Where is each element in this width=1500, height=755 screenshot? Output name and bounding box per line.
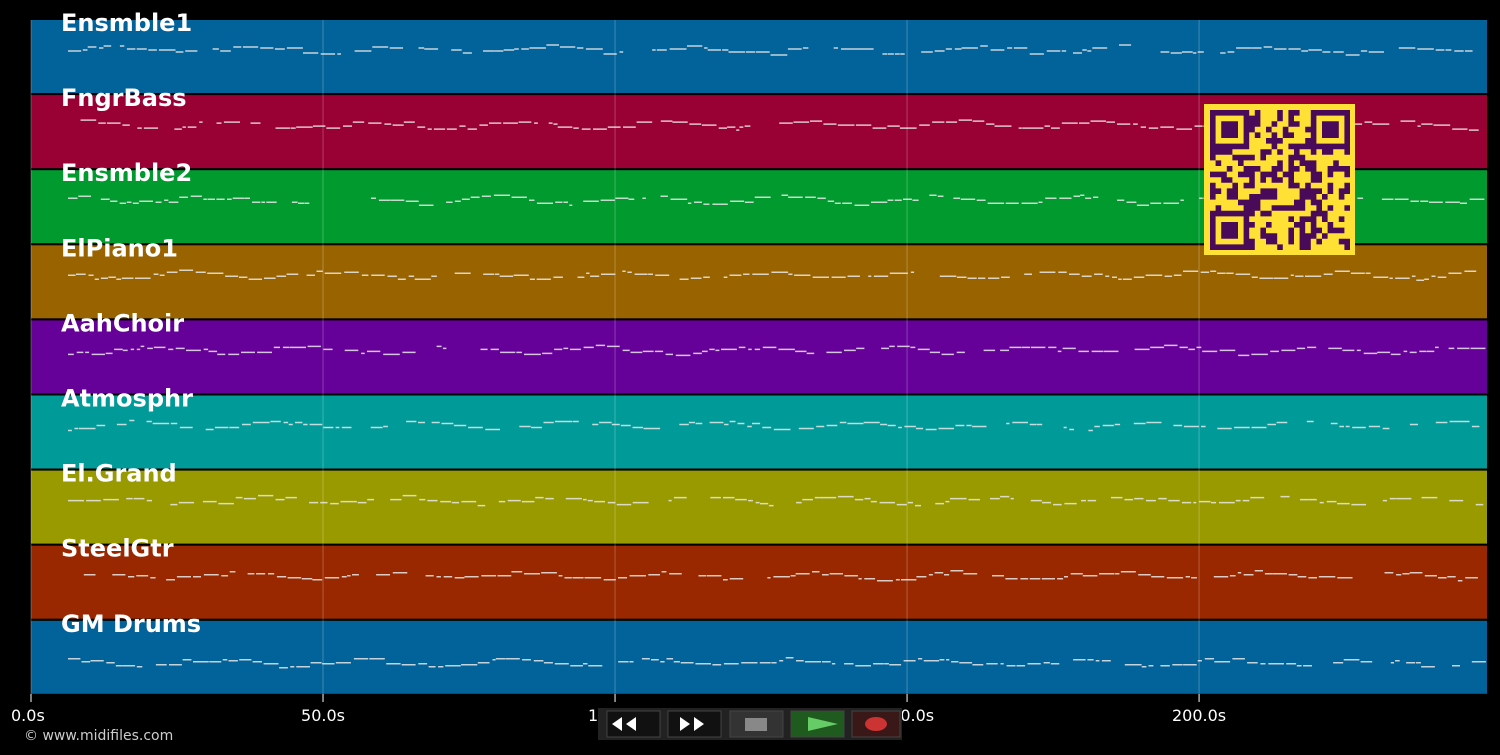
notes: [68, 657, 1486, 669]
tick-label: 50.0s: [301, 706, 345, 725]
forward-button[interactable]: [667, 710, 722, 738]
qr-modules: [1210, 110, 1350, 250]
qr-code: [1204, 104, 1355, 255]
track-name: Ensmble2: [61, 159, 192, 187]
stop-icon: [745, 718, 767, 731]
track-band: [31, 545, 1487, 619]
notes: [68, 344, 1486, 357]
forward-icon: [680, 717, 704, 731]
footer: © www.midifiles.com: [24, 728, 173, 744]
notes: [83, 569, 1478, 582]
play-button[interactable]: [790, 710, 845, 738]
notes: [68, 44, 1473, 56]
grid: [30, 20, 1200, 694]
tick-label: 0.0s: [11, 706, 45, 725]
play-icon: [808, 717, 838, 731]
track-band: [31, 395, 1487, 469]
track-name: Atmosphr: [61, 385, 193, 413]
track-name: SteelGtr: [61, 535, 174, 563]
track-name: AahChoir: [61, 309, 184, 337]
notes: [68, 494, 1484, 507]
track-name: ElPiano1: [61, 234, 178, 262]
tick-label: 200.0s: [1172, 706, 1226, 725]
track-band: [31, 245, 1487, 319]
stop-button[interactable]: [729, 710, 784, 738]
track-band: [31, 470, 1487, 544]
track-name: El.Grand: [61, 460, 177, 488]
notes: [68, 269, 1477, 282]
record-icon: [865, 717, 887, 731]
button-bg: [851, 710, 901, 738]
track-band: [31, 20, 1487, 93]
rewind-button[interactable]: [606, 710, 661, 738]
notes: [68, 419, 1480, 432]
track-name: Ensmble1: [61, 9, 192, 37]
transport: [598, 708, 902, 740]
record-button[interactable]: [851, 710, 901, 738]
track-band: [31, 620, 1487, 694]
track-band: [31, 320, 1487, 394]
track-name: GM Drums: [61, 610, 201, 638]
tracks: Ensmble1 FngrBass Ensmble2 ElPiano1 AahChoir…: [31, 9, 1487, 694]
rewind-icon: [612, 717, 636, 731]
track-name: FngrBass: [61, 84, 187, 112]
